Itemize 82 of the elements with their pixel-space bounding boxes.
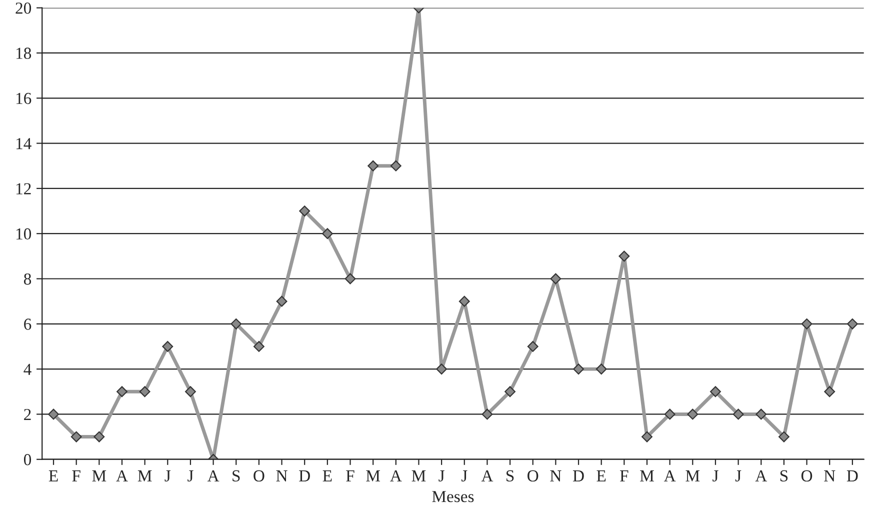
x-tick-label: N <box>550 470 562 482</box>
x-tick-label: M <box>686 470 700 482</box>
y-tick-label: 18 <box>16 48 32 59</box>
x-tick-label: S <box>232 470 240 482</box>
point <box>276 296 288 307</box>
x-tick-label: N <box>824 470 836 482</box>
y-tick-label: 12 <box>16 183 31 194</box>
x-tick-label: S <box>506 470 514 482</box>
x-tick-label: D <box>572 470 584 482</box>
x-tick-label: J <box>438 470 444 482</box>
x-tick-label: A <box>481 470 494 482</box>
x-tick-label: M <box>92 470 106 482</box>
x-tick-label: M <box>640 470 654 482</box>
x-tick-label: F <box>346 470 354 482</box>
point <box>322 228 333 240</box>
point <box>778 431 790 442</box>
y-tick-label: 10 <box>16 228 32 240</box>
point <box>710 386 721 398</box>
x-tick-label: J <box>735 470 742 482</box>
x-tick-label: M <box>366 470 380 482</box>
point <box>390 160 402 172</box>
x-tick-label: D <box>299 470 310 482</box>
point <box>550 273 562 284</box>
point <box>618 250 630 262</box>
y-tick-label: 4 <box>24 364 32 375</box>
point <box>504 386 516 398</box>
x-tick-label: E <box>596 470 606 482</box>
x-tick-label: A <box>664 470 676 482</box>
point <box>116 386 128 398</box>
x-tick-label: A <box>116 470 128 482</box>
point <box>344 273 356 284</box>
point <box>185 386 196 398</box>
x-tick-label: A <box>390 470 402 482</box>
point <box>482 408 493 420</box>
point <box>458 296 470 307</box>
point <box>664 408 676 420</box>
point <box>162 341 174 352</box>
point <box>70 431 82 442</box>
y-tick-label: 6 <box>24 318 32 330</box>
point <box>687 408 698 420</box>
x-tick-label: A <box>207 470 220 482</box>
point <box>368 160 379 172</box>
point <box>642 431 652 442</box>
x-tick-label: O <box>254 470 264 482</box>
x-axis-title: Meses <box>432 491 474 502</box>
x-tick-label: M <box>412 470 426 482</box>
x-tick-label: M <box>138 470 152 482</box>
x-tick-label: E <box>48 470 58 482</box>
point <box>596 364 607 375</box>
x-tick-label: S <box>780 470 788 482</box>
x-tick-label: E <box>322 470 332 482</box>
x-tick-label: F <box>620 470 628 482</box>
y-tick-label: 20 <box>16 2 32 14</box>
point <box>48 408 59 420</box>
point <box>94 431 105 442</box>
y-tick-label: 0 <box>24 454 32 466</box>
point <box>801 318 812 330</box>
point <box>299 206 310 216</box>
y-tick-label: 2 <box>24 408 31 420</box>
x-tick-label: A <box>755 470 768 482</box>
point <box>732 408 744 420</box>
point <box>253 341 264 352</box>
x-tick-label: O <box>801 470 812 482</box>
x-tick-label: N <box>276 470 288 482</box>
point <box>230 318 242 330</box>
y-tick-label: 14 <box>16 138 32 150</box>
x-tick-label: D <box>846 470 858 482</box>
y-tick-label: 8 <box>24 273 32 285</box>
x-tick-label: J <box>712 470 718 482</box>
point <box>139 386 150 398</box>
point <box>824 386 836 398</box>
point <box>756 408 767 420</box>
x-tick-label: O <box>528 470 538 482</box>
point <box>436 364 448 375</box>
x-tick-label: F <box>72 470 80 482</box>
x-tick-label: J <box>188 470 194 482</box>
point <box>846 318 858 330</box>
x-tick-label: J <box>461 470 468 482</box>
point <box>573 364 584 375</box>
x-tick-label: J <box>164 470 171 482</box>
point <box>527 341 538 352</box>
y-tick-label: 16 <box>16 92 32 104</box>
